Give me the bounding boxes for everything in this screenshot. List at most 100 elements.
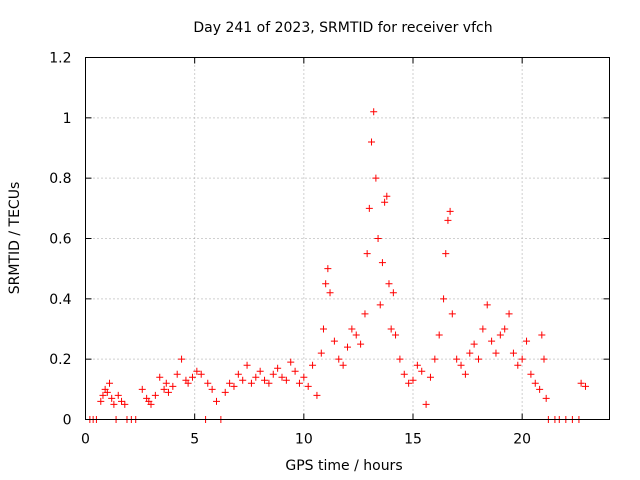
data-point bbox=[383, 192, 391, 200]
data-point bbox=[162, 379, 170, 387]
data-point bbox=[291, 367, 299, 375]
data-point bbox=[110, 400, 118, 408]
data-point bbox=[531, 379, 539, 387]
data-point bbox=[538, 331, 546, 339]
x-tick-label: 5 bbox=[190, 432, 199, 448]
data-point bbox=[221, 388, 229, 396]
data-point bbox=[324, 265, 332, 273]
data-point bbox=[413, 361, 421, 369]
data-point bbox=[265, 379, 273, 387]
data-point bbox=[313, 391, 321, 399]
data-point bbox=[118, 397, 126, 405]
data-point bbox=[213, 397, 220, 405]
plot-frame bbox=[85, 57, 610, 420]
data-point bbox=[156, 373, 164, 381]
axis-ticks: 0 0.2 0.4 0.6 0.8 1 1.2 0 5 10 15 20 bbox=[49, 51, 610, 448]
data-point bbox=[422, 400, 430, 408]
data-point bbox=[501, 325, 509, 333]
y-tick-label: 0.6 bbox=[49, 232, 71, 248]
data-point bbox=[274, 364, 282, 372]
data-point bbox=[322, 280, 330, 288]
data-point bbox=[317, 349, 325, 357]
data-point bbox=[505, 310, 513, 318]
y-tick-label: 1 bbox=[63, 111, 72, 127]
data-point bbox=[409, 376, 417, 384]
data-point bbox=[256, 367, 264, 375]
data-point bbox=[121, 400, 129, 408]
data-point bbox=[542, 394, 550, 402]
data-point bbox=[483, 301, 491, 309]
data-point bbox=[295, 379, 303, 387]
data-point bbox=[252, 373, 260, 381]
data-point bbox=[188, 373, 196, 381]
data-point bbox=[330, 337, 338, 345]
data-point bbox=[527, 370, 535, 378]
data-point bbox=[261, 376, 269, 384]
data-point bbox=[348, 325, 356, 333]
data-point bbox=[361, 310, 369, 318]
data-point bbox=[173, 370, 181, 378]
data-point bbox=[230, 382, 238, 390]
data-point bbox=[243, 361, 251, 369]
data-point bbox=[470, 340, 478, 348]
data-point bbox=[208, 385, 216, 393]
data-point bbox=[278, 373, 286, 381]
data-point bbox=[457, 361, 465, 369]
data-point bbox=[169, 382, 177, 390]
data-point bbox=[418, 367, 426, 375]
data-point bbox=[368, 138, 376, 146]
data-point bbox=[204, 379, 212, 387]
data-point bbox=[103, 388, 111, 396]
data-point bbox=[239, 376, 247, 384]
data-point bbox=[108, 394, 116, 402]
data-point bbox=[536, 385, 544, 393]
data-point bbox=[435, 331, 443, 339]
data-point bbox=[164, 388, 172, 396]
data-point bbox=[440, 295, 448, 303]
data-point bbox=[389, 289, 397, 297]
data-point bbox=[461, 370, 469, 378]
y-tick-label: 0 bbox=[63, 413, 72, 429]
data-point bbox=[448, 310, 456, 318]
data-point bbox=[184, 379, 192, 387]
data-point bbox=[197, 370, 205, 378]
data-point bbox=[488, 337, 496, 345]
data-point bbox=[523, 337, 531, 345]
data-point bbox=[363, 250, 371, 258]
x-tick-label: 0 bbox=[81, 432, 90, 448]
data-point bbox=[466, 349, 474, 357]
data-points bbox=[86, 108, 589, 423]
data-point bbox=[365, 204, 373, 212]
data-point bbox=[106, 379, 114, 387]
data-point bbox=[319, 325, 327, 333]
data-point bbox=[226, 379, 234, 387]
data-point bbox=[426, 373, 434, 381]
data-point bbox=[444, 216, 452, 224]
data-point bbox=[405, 379, 413, 387]
data-point bbox=[269, 370, 277, 378]
data-point bbox=[396, 355, 404, 363]
data-point bbox=[581, 382, 589, 390]
data-point bbox=[326, 289, 334, 297]
data-point bbox=[496, 331, 504, 339]
data-point bbox=[309, 361, 317, 369]
y-tick-label: 0.4 bbox=[49, 292, 71, 308]
data-point bbox=[335, 355, 343, 363]
data-point bbox=[442, 250, 450, 258]
data-point bbox=[577, 379, 585, 387]
data-point bbox=[540, 355, 548, 363]
data-point bbox=[376, 301, 384, 309]
data-point bbox=[400, 370, 408, 378]
data-point bbox=[509, 349, 517, 357]
x-tick-label: 20 bbox=[513, 432, 531, 448]
x-axis-label: GPS time / hours bbox=[285, 458, 402, 474]
data-point bbox=[372, 174, 380, 182]
data-point bbox=[479, 325, 487, 333]
data-point bbox=[114, 391, 122, 399]
data-point bbox=[357, 340, 365, 348]
y-tick-label: 0.2 bbox=[49, 352, 71, 368]
data-point bbox=[97, 397, 105, 405]
data-point bbox=[304, 382, 312, 390]
data-point bbox=[431, 355, 439, 363]
